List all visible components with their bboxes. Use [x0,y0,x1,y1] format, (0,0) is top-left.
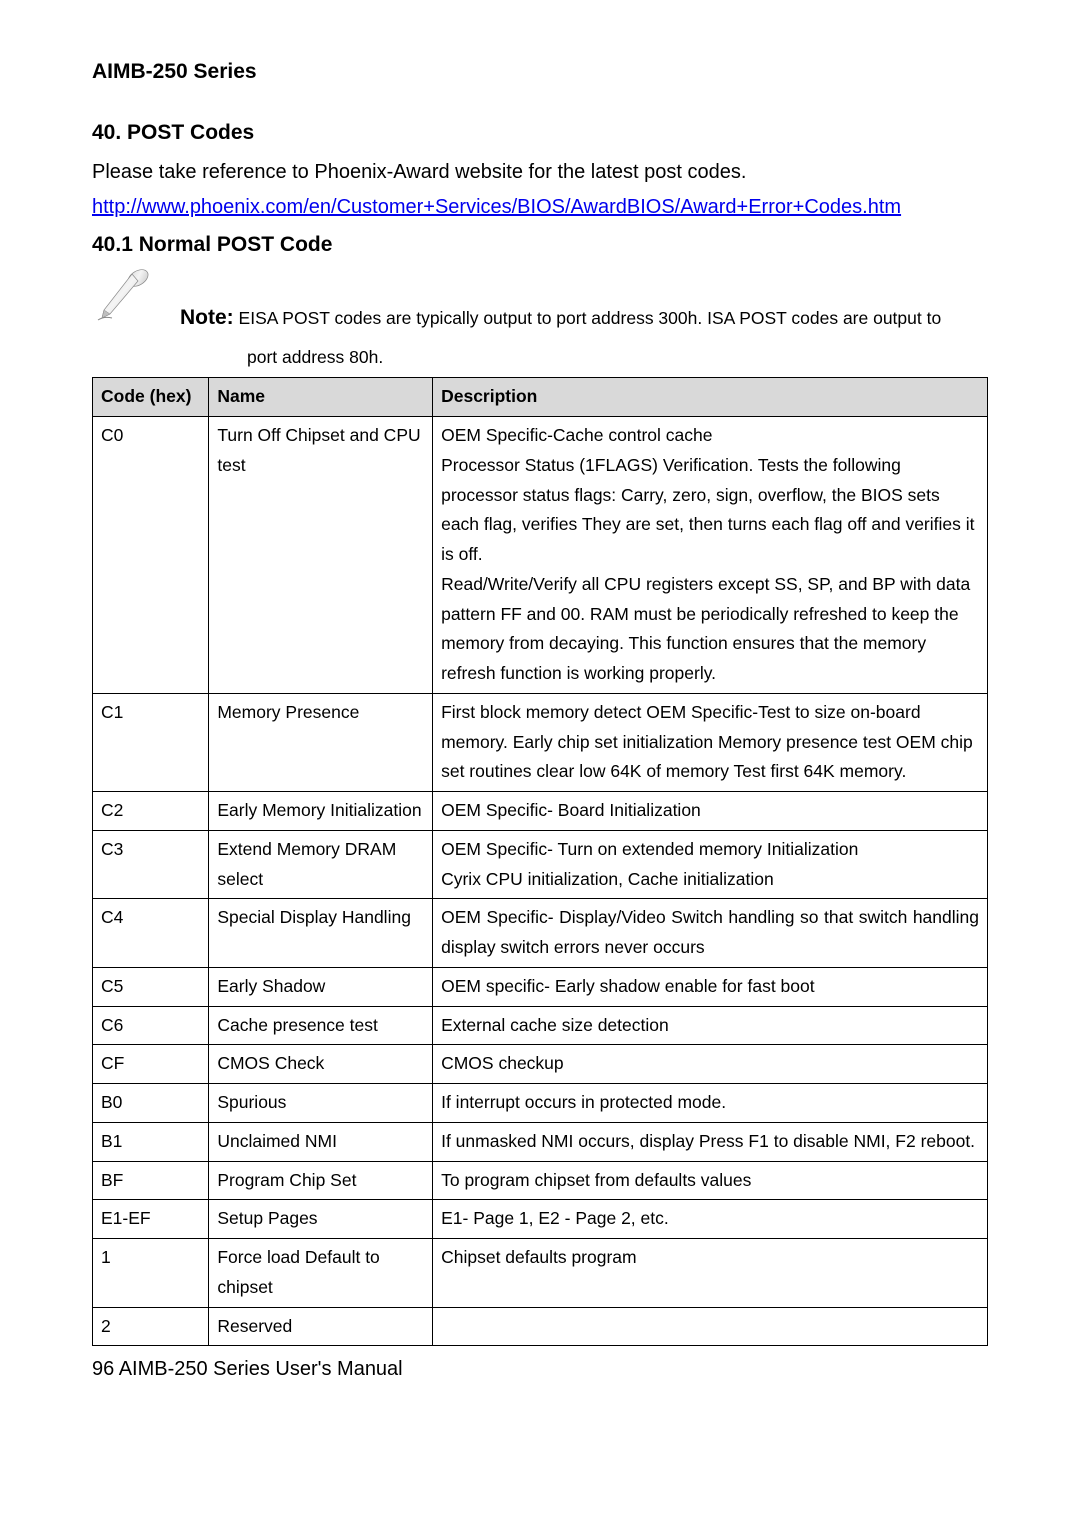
table-row: C2Early Memory InitializationOEM Specifi… [93,792,988,831]
table-row: C1Memory PresenceFirst block memory dete… [93,693,988,791]
cell-code: 2 [93,1307,209,1346]
table-row: CFCMOS CheckCMOS checkup [93,1045,988,1084]
cell-desc: To program chipset from defaults values [433,1161,988,1200]
header-desc: Description [433,378,988,417]
table-row: C4Special Display HandlingOEM Specific- … [93,899,988,968]
post-codes-table: Code (hex) Name Description C0Turn Off C… [92,377,988,1346]
table-row: C3Extend Memory DRAM selectOEM Specific-… [93,830,988,899]
table-row: 1Force load Default to chipsetChipset de… [93,1239,988,1308]
note-text-line1: Note: EISA POST codes are typically outp… [180,268,941,335]
header-name: Name [209,378,433,417]
cell-name: Reserved [209,1307,433,1346]
cell-desc: OEM Specific- Display/Video Switch handl… [433,899,988,968]
table-row: E1-EFSetup PagesE1- Page 1, E2 - Page 2,… [93,1200,988,1239]
cell-code: C2 [93,792,209,831]
cell-name: Cache presence test [209,1006,433,1045]
cell-code: C4 [93,899,209,968]
table-header-row: Code (hex) Name Description [93,378,988,417]
cell-desc: First block memory detect OEM Specific-T… [433,693,988,791]
table-row: B1Unclaimed NMIIf unmasked NMI occurs, d… [93,1122,988,1161]
cell-name: Spurious [209,1084,433,1123]
cell-code: BF [93,1161,209,1200]
cell-code: C0 [93,417,209,694]
cell-desc: If interrupt occurs in protected mode. [433,1084,988,1123]
cell-name: Special Display Handling [209,899,433,968]
cell-code: E1-EF [93,1200,209,1239]
cell-code: CF [93,1045,209,1084]
table-row: C6Cache presence testExternal cache size… [93,1006,988,1045]
cell-code: C3 [93,830,209,899]
note-text-line2: port address 80h. [247,344,988,371]
note-body-1: EISA POST codes are typically output to … [234,308,942,328]
cell-name: Early Memory Initialization [209,792,433,831]
series-title: AIMB-250 Series [92,56,988,89]
pen-icon [92,266,152,326]
table-row: 2Reserved [93,1307,988,1346]
cell-desc: E1- Page 1, E2 - Page 2, etc. [433,1200,988,1239]
cell-name: Setup Pages [209,1200,433,1239]
cell-desc: If unmasked NMI occurs, display Press F1… [433,1122,988,1161]
cell-desc: OEM specific- Early shadow enable for fa… [433,967,988,1006]
cell-name: Memory Presence [209,693,433,791]
cell-name: Program Chip Set [209,1161,433,1200]
sub-section-heading: 40.1 Normal POST Code [92,229,988,262]
reference-link[interactable]: http://www.phoenix.com/en/Customer+Servi… [92,196,901,218]
cell-desc: External cache size detection [433,1006,988,1045]
intro-text: Please take reference to Phoenix-Award w… [92,157,988,188]
cell-code: C6 [93,1006,209,1045]
note-row: Note: EISA POST codes are typically outp… [92,268,988,335]
cell-code: B1 [93,1122,209,1161]
cell-desc [433,1307,988,1346]
header-code: Code (hex) [93,378,209,417]
cell-desc: CMOS checkup [433,1045,988,1084]
cell-desc: OEM Specific- Board Initialization [433,792,988,831]
section-heading: 40. POST Codes [92,117,988,150]
table-row: C5Early ShadowOEM specific- Early shadow… [93,967,988,1006]
cell-desc: OEM Specific-Cache control cacheProcesso… [433,417,988,694]
page-footer: 96 AIMB-250 Series User's Manual [92,1354,988,1385]
table-row: BFProgram Chip SetTo program chipset fro… [93,1161,988,1200]
cell-name: Extend Memory DRAM select [209,830,433,899]
cell-code: C5 [93,967,209,1006]
cell-code: C1 [93,693,209,791]
cell-name: Unclaimed NMI [209,1122,433,1161]
table-row: C0Turn Off Chipset and CPU testOEM Speci… [93,417,988,694]
cell-name: Force load Default to chipset [209,1239,433,1308]
cell-name: Early Shadow [209,967,433,1006]
note-label: Note: [180,306,234,329]
cell-desc: Chipset defaults program [433,1239,988,1308]
cell-name: CMOS Check [209,1045,433,1084]
cell-name: Turn Off Chipset and CPU test [209,417,433,694]
table-row: B0SpuriousIf interrupt occurs in protect… [93,1084,988,1123]
cell-desc: OEM Specific- Turn on extended memory In… [433,830,988,899]
cell-code: 1 [93,1239,209,1308]
cell-code: B0 [93,1084,209,1123]
